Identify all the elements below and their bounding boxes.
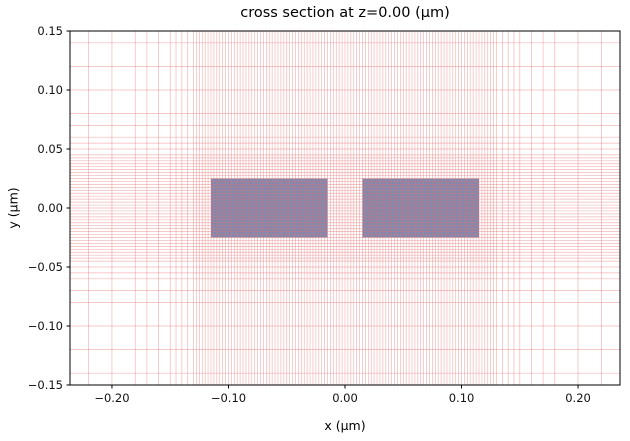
x-tick-label: 0.00: [332, 391, 358, 405]
x-axis-label: x (μm): [324, 418, 366, 433]
chart-title: cross section at z=0.00 (μm): [240, 5, 450, 21]
x-tick-label: −0.10: [211, 391, 246, 405]
x-tick-label: 0.10: [449, 391, 475, 405]
y-tick-label: 0.15: [37, 24, 63, 38]
y-tick-label: −0.10: [28, 319, 63, 333]
x-tick-label: −0.20: [94, 391, 129, 405]
x-tick-label: 0.20: [565, 391, 591, 405]
y-tick-label: 0.10: [37, 83, 63, 97]
y-tick-label: −0.15: [28, 378, 63, 392]
tick-marks: [66, 30, 579, 389]
y-tick-label: 0.00: [37, 201, 63, 215]
mesh-grid: [70, 31, 620, 385]
y-tick-label: 0.05: [37, 142, 63, 156]
y-tick-label: −0.05: [28, 260, 63, 274]
